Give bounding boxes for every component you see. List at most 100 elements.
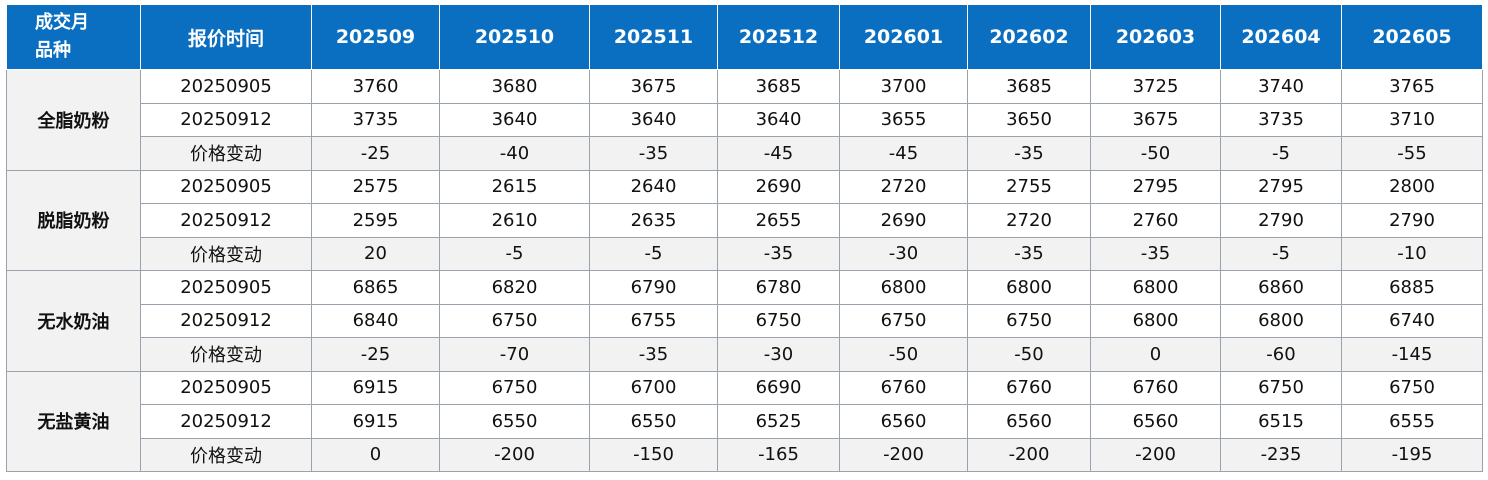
change-label: 价格变动 — [140, 337, 312, 372]
month-header: 202511 — [589, 4, 718, 70]
month-header: 202602 — [967, 4, 1091, 70]
price-cell: 6885 — [1341, 270, 1483, 305]
price-cell: 6755 — [589, 303, 718, 338]
quote-date: 20250905 — [140, 69, 312, 104]
month-header: 202509 — [311, 4, 440, 70]
change-cell: -25 — [311, 337, 440, 372]
month-header: 202605 — [1341, 4, 1483, 70]
price-cell: 3685 — [717, 69, 840, 104]
price-cell: 3740 — [1220, 69, 1342, 104]
change-label: 价格变动 — [140, 437, 312, 472]
quote-date: 20250912 — [140, 203, 312, 238]
change-cell: -45 — [717, 136, 840, 171]
change-cell: -10 — [1341, 236, 1483, 271]
price-cell: 6800 — [1090, 270, 1221, 305]
price-cell: 6860 — [1220, 270, 1342, 305]
price-cell: 6515 — [1220, 404, 1342, 439]
quote-date: 20250912 — [140, 303, 312, 338]
price-cell: 2635 — [589, 203, 718, 238]
price-cell: 6750 — [967, 303, 1091, 338]
change-cell: -235 — [1220, 437, 1342, 472]
price-cell: 2690 — [839, 203, 968, 238]
price-cell: 2720 — [839, 169, 968, 204]
price-cell: 3735 — [1220, 102, 1342, 137]
price-cell: 3700 — [839, 69, 968, 104]
price-cell: 6750 — [1341, 370, 1483, 405]
change-cell: -30 — [717, 337, 840, 372]
change-cell: -5 — [1220, 236, 1342, 271]
month-header: 202601 — [839, 4, 968, 70]
price-row: 无盐黄油 20250905 6915 6750 6700 6690 6760 6760 6760… — [6, 370, 1483, 472]
change-cell: -55 — [1341, 136, 1483, 171]
change-cell: -70 — [439, 337, 590, 372]
price-cell: 6760 — [839, 370, 968, 405]
change-cell: -25 — [311, 136, 440, 171]
price-cell: 3680 — [439, 69, 590, 104]
price-cell: 6750 — [717, 303, 840, 338]
price-cell: 3710 — [1341, 102, 1483, 137]
change-cell: -35 — [1090, 236, 1221, 271]
price-cell: 2615 — [439, 169, 590, 204]
quote-date: 20250912 — [140, 404, 312, 439]
price-cell: 6915 — [311, 404, 440, 439]
change-cell: -35 — [589, 337, 718, 372]
month-header: 202603 — [1090, 4, 1221, 70]
quote-date: 20250912 — [140, 102, 312, 137]
price-cell: 6525 — [717, 404, 840, 439]
price-row: 20250912 6840 6750 6755 6750 6750 6750 6800 6800… — [7, 303, 1483, 338]
quote-date: 20250905 — [140, 169, 312, 204]
change-cell: -35 — [717, 236, 840, 271]
change-label: 价格变动 — [140, 236, 312, 271]
price-row: 20250912 2595 2610 2635 2655 2690 2720 2760 2790… — [7, 203, 1483, 238]
price-cell: 6550 — [589, 404, 718, 439]
price-cell: 6780 — [717, 270, 840, 305]
price-row: 20250912 3735 3640 3640 3640 3655 3650 3675 3735… — [7, 102, 1483, 137]
month-header: 202604 — [1220, 4, 1342, 70]
change-row: 价格变动 -25 -70 -35 -30 -50 -50 0 -60 -145 — [7, 337, 1483, 372]
month-header: 202510 — [439, 4, 590, 70]
price-cell: 6820 — [439, 270, 590, 305]
product-name: 脱脂奶粉 — [6, 169, 141, 271]
change-row: 价格变动 0 -200 -150 -165 -200 -200 -200 -235 -195 — [7, 437, 1483, 472]
price-cell: 6560 — [839, 404, 968, 439]
change-cell: -45 — [839, 136, 968, 171]
price-cell: 3640 — [717, 102, 840, 137]
change-cell: -40 — [439, 136, 590, 171]
corner-line-product: 品种 — [35, 40, 71, 61]
change-cell: 0 — [1090, 337, 1221, 372]
change-cell: -35 — [967, 236, 1091, 271]
price-cell: 6560 — [967, 404, 1091, 439]
change-cell: -35 — [589, 136, 718, 171]
price-cell: 6865 — [311, 270, 440, 305]
price-cell: 3650 — [967, 102, 1091, 137]
price-cell: 3675 — [1090, 102, 1221, 137]
price-table: 成交月 品种 报价时间 202509 202510 202511 202512 … — [6, 4, 1483, 472]
price-cell: 6550 — [439, 404, 590, 439]
price-cell: 6750 — [839, 303, 968, 338]
price-cell: 6560 — [1090, 404, 1221, 439]
price-cell: 3640 — [589, 102, 718, 137]
time-header: 报价时间 — [140, 4, 312, 70]
change-cell: -50 — [1090, 136, 1221, 171]
price-cell: 3640 — [439, 102, 590, 137]
price-cell: 6760 — [1090, 370, 1221, 405]
price-row: 脱脂奶粉 20250905 2575 2615 2640 2690 2720 2755 2795… — [6, 169, 1483, 271]
header-row: 成交月 品种 报价时间 202509 202510 202511 202512 … — [6, 4, 1483, 70]
price-cell: 2795 — [1090, 169, 1221, 204]
change-cell: -165 — [717, 437, 840, 472]
change-cell: -35 — [967, 136, 1091, 171]
price-cell: 2575 — [311, 169, 440, 204]
price-cell: 2755 — [967, 169, 1091, 204]
price-cell: 6740 — [1341, 303, 1483, 338]
price-cell: 6840 — [311, 303, 440, 338]
price-cell: 3675 — [589, 69, 718, 104]
price-cell: 3765 — [1341, 69, 1483, 104]
product-name: 无盐黄油 — [6, 370, 141, 472]
price-cell: 3760 — [311, 69, 440, 104]
price-cell: 3735 — [311, 102, 440, 137]
price-cell: 6750 — [1220, 370, 1342, 405]
price-cell: 2720 — [967, 203, 1091, 238]
price-cell: 6750 — [439, 303, 590, 338]
quote-date: 20250905 — [140, 270, 312, 305]
product-name: 全脂奶粉 — [6, 69, 141, 171]
